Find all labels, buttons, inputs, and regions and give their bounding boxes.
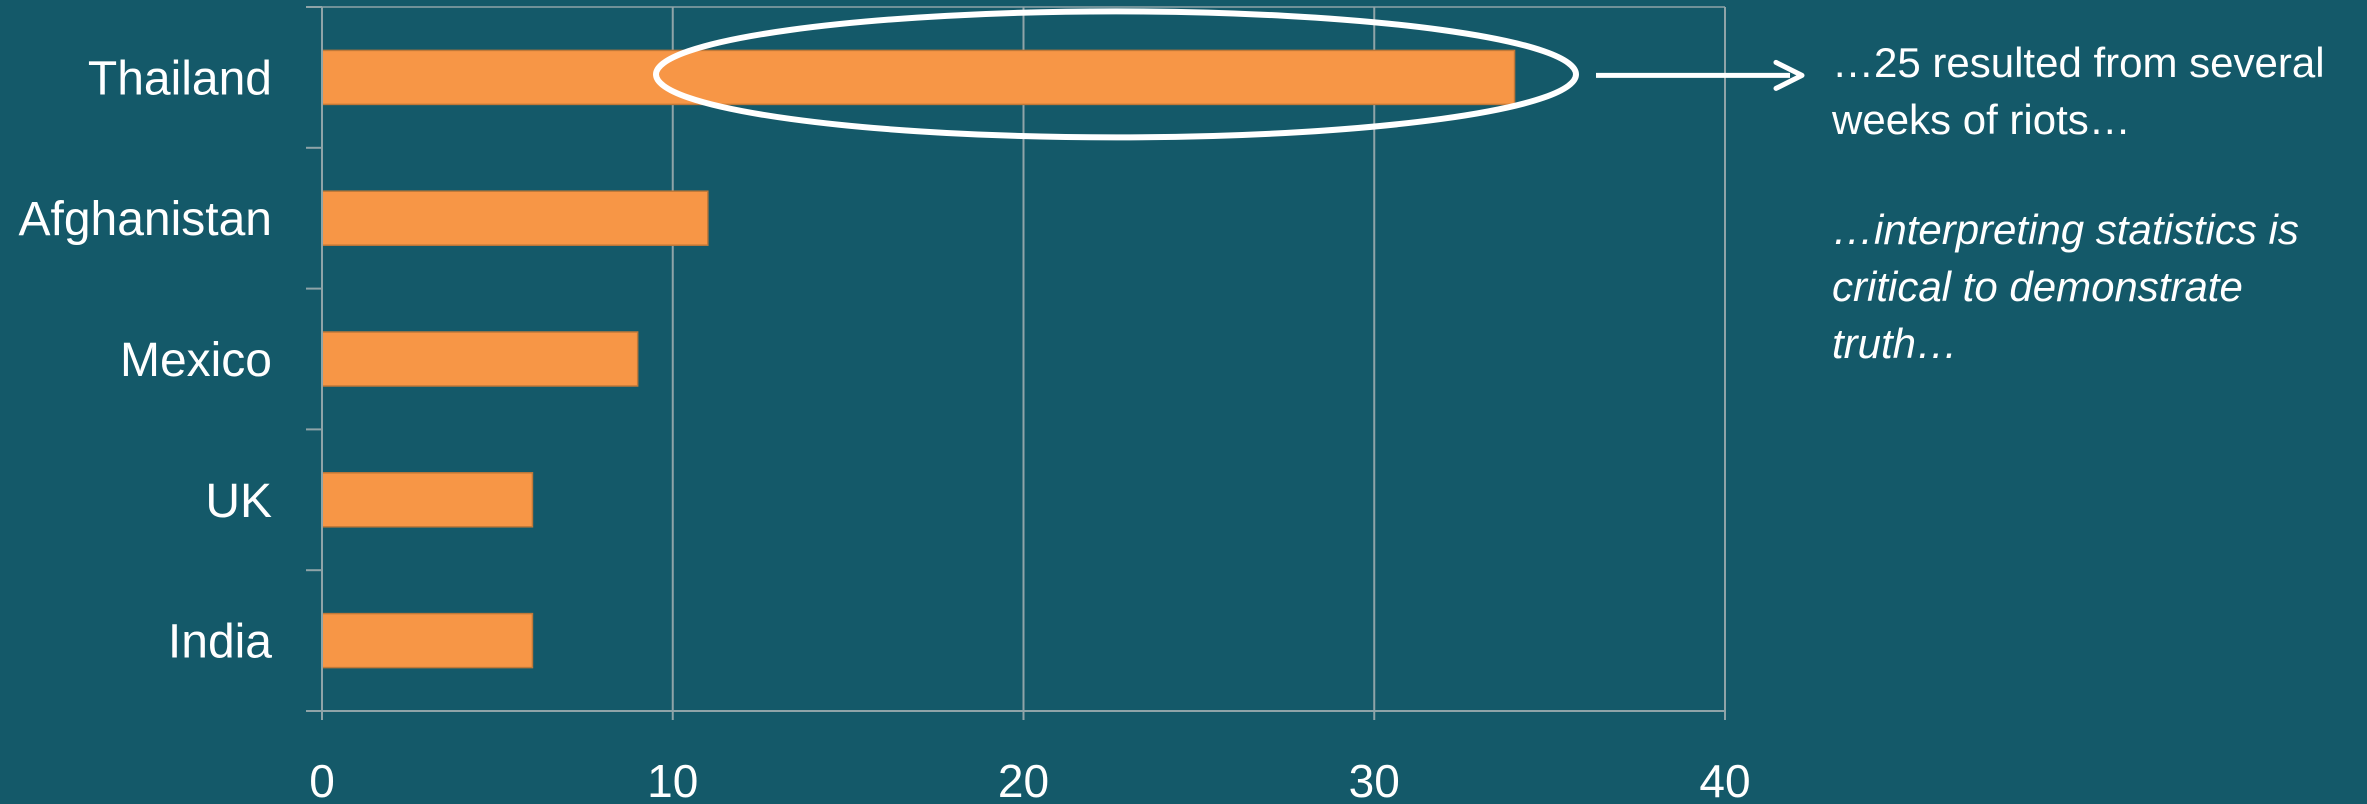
arrow-head-icon: [1773, 59, 1805, 91]
category-labels: Thailand Afghanistan Mexico UK India: [18, 52, 272, 668]
x-tick-label: 0: [309, 755, 335, 804]
category-label: Thailand: [88, 52, 272, 105]
bar-afghanistan: [321, 190, 709, 246]
annotation-note-1: …25 resulted from several weeks of riots…: [1832, 39, 2325, 143]
category-label: India: [168, 616, 272, 669]
x-tick-label: 40: [1699, 755, 1750, 804]
annotation-note-2: …interpreting statistics is critical to …: [1832, 206, 2299, 367]
bar-uk: [321, 472, 534, 528]
bars: [321, 49, 1516, 669]
category-label: UK: [205, 475, 272, 528]
axes: [306, 6, 1726, 720]
highlight-ellipse: [653, 8, 1579, 141]
x-tick-label: 20: [998, 755, 1049, 804]
bar-mexico: [321, 331, 639, 387]
category-label: Mexico: [120, 334, 272, 387]
x-tick-labels: 0 10 20 30 40: [309, 755, 1750, 804]
highlight-annotation: [653, 8, 1805, 141]
x-tick-label: 10: [647, 755, 698, 804]
annotation-text: …25 resulted from several weeks of riots…: [1832, 34, 2352, 372]
bar-india: [321, 612, 534, 669]
bar-thailand: [321, 49, 1516, 106]
category-label: Afghanistan: [18, 193, 272, 246]
x-tick-label: 30: [1349, 755, 1400, 804]
